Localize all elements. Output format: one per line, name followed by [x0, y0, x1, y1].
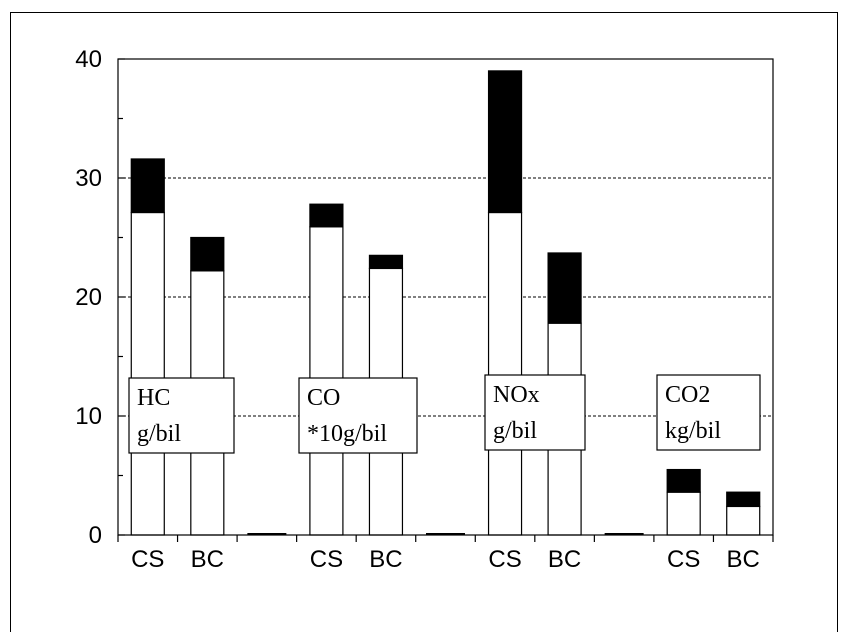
- y-tick-label: 40: [75, 46, 102, 73]
- x-tick-label: CS: [488, 546, 521, 573]
- label-box-rect: [656, 374, 761, 451]
- group-label-line1: CO: [307, 385, 340, 411]
- x-tick-label: BC: [727, 546, 760, 573]
- label-box-rect: [298, 377, 418, 454]
- label-box-rect: [484, 374, 586, 451]
- bar-top: [130, 158, 165, 214]
- x-tick-label: BC: [548, 546, 581, 573]
- bars-layer: [130, 70, 761, 536]
- group-label-box: NOx g/bil: [484, 374, 586, 451]
- label-box-rect: [128, 377, 235, 454]
- group-label-line2: kg/bil: [665, 418, 721, 444]
- x-tick-label: BC: [191, 546, 224, 573]
- y-tick-label: 20: [75, 284, 102, 311]
- group-label-box: HC g/bil: [128, 377, 235, 454]
- group-label-boxes: HC g/bil CO *10g/bil NOx g/bil CO2 kg/bil: [128, 374, 761, 454]
- bar-top: [368, 254, 404, 270]
- group-label-line2: *10g/bil: [307, 421, 387, 447]
- x-tick-label: CS: [667, 546, 700, 573]
- bar-top: [726, 491, 761, 508]
- y-tick-label: 0: [89, 522, 102, 549]
- x-tick-label: BC: [369, 546, 402, 573]
- group-label-box: CO *10g/bil: [298, 377, 418, 454]
- group-label-line2: g/bil: [137, 421, 181, 447]
- bar-top: [190, 236, 225, 272]
- bar-top: [666, 468, 701, 493]
- group-label-line1: CO2: [665, 382, 710, 408]
- x-tick-label: CS: [310, 546, 343, 573]
- bar-base: [666, 491, 701, 536]
- group-label-box: CO2 kg/bil: [656, 374, 761, 451]
- y-tick-label: 30: [75, 165, 102, 192]
- group-label-line2: g/bil: [493, 418, 537, 444]
- emissions-chart: 0 10 20 30 40 CS BC CS BC CS BC CS BC HC g/bil CO *10g/…: [75, 46, 774, 573]
- bar-base: [487, 211, 523, 536]
- x-tick-label: CS: [131, 546, 164, 573]
- bar-top: [547, 252, 582, 324]
- group-label-line1: HC: [137, 385, 170, 411]
- group-label-line1: NOx: [493, 382, 540, 408]
- bar-top: [487, 70, 523, 214]
- bar-top: [309, 203, 344, 228]
- y-tick-label: 10: [75, 403, 102, 430]
- bar-base: [726, 505, 761, 536]
- bar-base: [130, 211, 165, 536]
- axes-layer: 0 10 20 30 40 CS BC CS BC CS BC CS BC: [75, 46, 774, 573]
